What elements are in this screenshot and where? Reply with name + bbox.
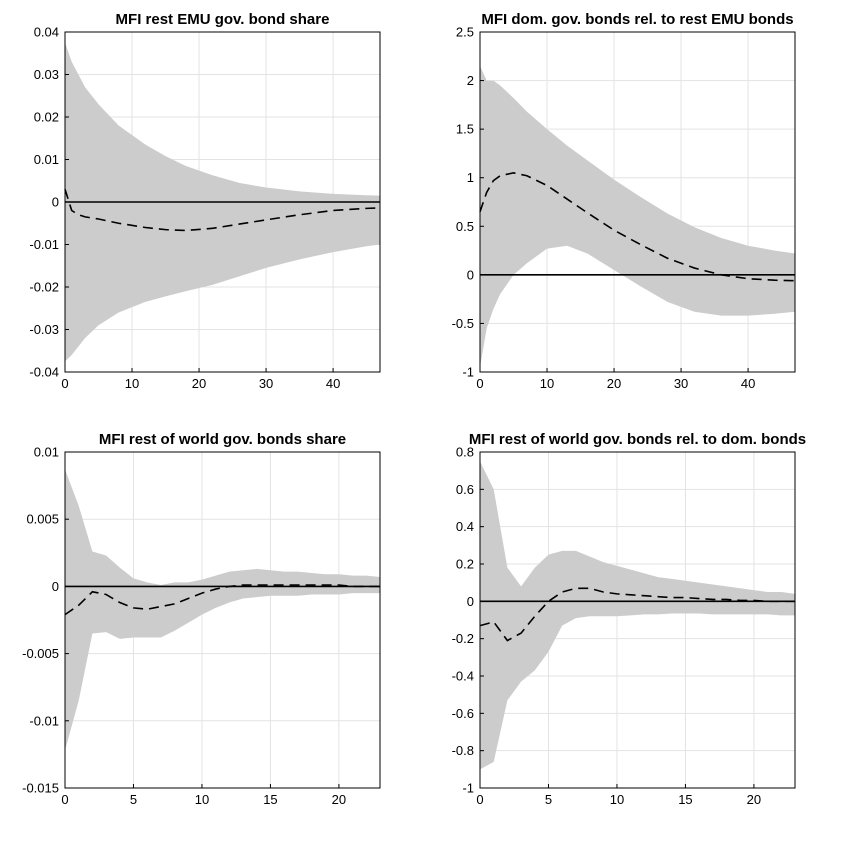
x-tick-label: 5 — [545, 792, 552, 807]
y-tick-label: 0.01 — [34, 152, 59, 167]
panel-title: MFI rest of world gov. bonds share — [99, 431, 346, 448]
x-tick-label: 10 — [125, 376, 139, 391]
panel-title: MFI dom. gov. bonds rel. to rest EMU bon… — [481, 11, 793, 28]
y-tick-label: 0.02 — [34, 110, 59, 125]
panel-2: 0 10 20 30 40 -1 -0.5 0 0.5 1 1.5 2 2.5 MFI dom. gov.… — [452, 11, 795, 391]
y-tick-label: 0.01 — [34, 445, 59, 460]
x-tick-label: 0 — [61, 376, 68, 391]
y-tick-label: 0.5 — [456, 219, 474, 234]
y-tick-label: 0.2 — [456, 557, 474, 572]
y-tick-label: 1.5 — [456, 122, 474, 137]
x-tick-label: 40 — [326, 376, 340, 391]
y-tick-label: -0.2 — [452, 631, 474, 646]
y-tick-label: -1 — [462, 781, 474, 796]
y-tick-label: -0.4 — [452, 669, 474, 684]
x-tick-label: 20 — [192, 376, 206, 391]
panel-3: 0 5 10 15 20 -0.015 -0.01 -0.005 0 0.005 0.01 MFI r… — [22, 431, 380, 807]
x-tick-label: 10 — [195, 792, 209, 807]
y-tick-label: -0.03 — [29, 322, 59, 337]
y-tick-label: 2.5 — [456, 25, 474, 40]
x-tick-label: 10 — [610, 792, 624, 807]
x-tick-label: 30 — [259, 376, 273, 391]
y-tick-label: -0.015 — [22, 781, 59, 796]
x-tick-label: 0 — [61, 792, 68, 807]
y-tick-label: 0 — [467, 267, 474, 282]
y-tick-label: -0.8 — [452, 743, 474, 758]
x-tick-label: 20 — [607, 376, 621, 391]
y-tick-label: -1 — [462, 365, 474, 380]
y-tick-label: -0.5 — [452, 316, 474, 331]
y-tick-label: 0.6 — [456, 482, 474, 497]
x-tick-label: 40 — [741, 376, 755, 391]
y-tick-label: 0.005 — [26, 512, 59, 527]
panel-4: 0 5 10 15 20-1-0.8-0.6-0.4-0.200.20.40.60.8M… — [452, 431, 807, 807]
confidence-band — [480, 461, 795, 769]
y-tick-label: 1 — [467, 170, 474, 185]
x-tick-label: 15 — [678, 792, 692, 807]
x-tick-label: 0 — [476, 376, 483, 391]
y-tick-label: 2 — [467, 73, 474, 88]
panel-title: MFI rest EMU gov. bond share — [116, 11, 330, 28]
y-tick-label: 0 — [467, 594, 474, 609]
x-tick-label: 5 — [130, 792, 137, 807]
x-tick-label: 10 — [540, 376, 554, 391]
y-tick-label: -0.01 — [29, 713, 59, 728]
panel-title: MFI rest of world gov. bonds rel. to dom… — [469, 431, 806, 448]
y-tick-label: 0 — [52, 579, 59, 594]
x-tick-label: 20 — [332, 792, 346, 807]
x-tick-label: 0 — [476, 792, 483, 807]
y-tick-label: 0 — [52, 195, 59, 210]
y-tick-label: -0.005 — [22, 646, 59, 661]
x-tick-label: 20 — [747, 792, 761, 807]
y-tick-label: 0.04 — [34, 25, 59, 40]
y-tick-label: 0.03 — [34, 67, 59, 82]
y-tick-label: -0.04 — [29, 365, 59, 380]
x-tick-label: 30 — [674, 376, 688, 391]
x-tick-label: 15 — [263, 792, 277, 807]
panel-1: 0 10 20 30 40 -0.04 -0.03 -0.02 -0.01 0 0.01 0.02 0.… — [29, 11, 380, 391]
y-tick-label: -0.6 — [452, 706, 474, 721]
y-tick-label: 0.4 — [456, 519, 474, 534]
confidence-band — [65, 469, 380, 750]
y-tick-label: -0.01 — [29, 237, 59, 252]
y-tick-label: -0.02 — [29, 280, 59, 295]
